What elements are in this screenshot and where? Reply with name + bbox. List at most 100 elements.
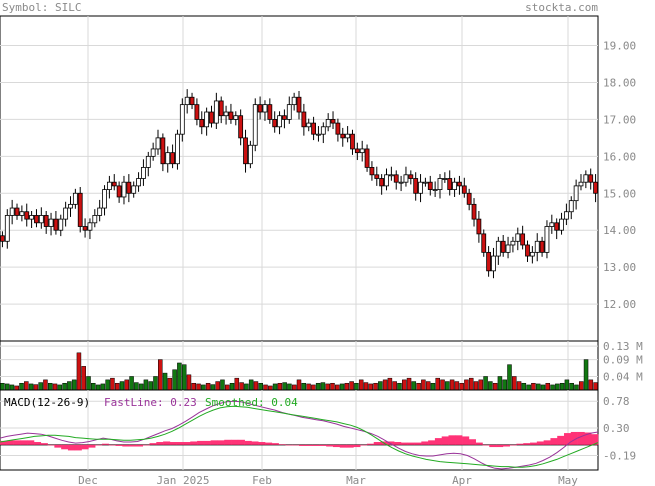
candle-body (170, 152, 175, 165)
macd-hist-bar (421, 441, 429, 445)
volume-bar (244, 383, 249, 391)
price-panel-frame (0, 15, 599, 342)
macd-hist-bar (360, 444, 368, 446)
candle-body (199, 119, 205, 128)
candle-body (398, 181, 404, 184)
volume-bar (143, 379, 149, 391)
volume-bar (397, 382, 402, 391)
candle-body (262, 104, 268, 113)
volume-bar (86, 376, 91, 391)
macd-tick-labels: 0.78 0.30 -0.19 (603, 395, 636, 462)
candle-body (106, 181, 112, 190)
volume-bar (124, 379, 130, 391)
macd-hist-bar (156, 442, 164, 445)
volume-bar (272, 383, 278, 391)
volume-bar (435, 377, 440, 391)
candle-body (257, 104, 263, 113)
candle-body (296, 96, 302, 113)
macd-hist-bar (67, 444, 76, 451)
macd-hist-bar (285, 444, 293, 446)
price-tick-label: 17.00 (603, 113, 636, 126)
candle-body (354, 148, 360, 154)
volume-bar (110, 377, 115, 391)
volume-bar (153, 376, 158, 391)
macd-hist-bar (27, 440, 35, 445)
candle-body (374, 174, 380, 179)
volume-bar (186, 374, 192, 391)
candle-body (102, 189, 107, 209)
candle-body (481, 233, 487, 253)
candle-body (447, 178, 453, 190)
candle-body (228, 111, 234, 120)
price-panel: 12.00 13.00 14.00 15.00 16.00 17.00 18.00 19.00 (0, 15, 636, 342)
candle-body (82, 226, 88, 231)
macd-hist-bar (434, 438, 443, 445)
macd-hist-bar (462, 436, 470, 445)
price-tick-label: 12.00 (603, 298, 636, 311)
macd-hist-bar (543, 440, 551, 445)
candle-body (432, 189, 438, 191)
macd-hist-bar (339, 444, 347, 448)
macd-hist-bar (305, 444, 313, 446)
macd-hist-bar (428, 440, 436, 445)
macd-hist-bar (482, 444, 490, 446)
candle-body (500, 240, 506, 253)
volume-bar (325, 383, 330, 391)
macd-hist-bar (441, 436, 449, 445)
macd-smoothed-line (0, 405, 599, 468)
volume-bar (492, 382, 498, 391)
volume-bar (378, 381, 383, 391)
macd-hist-bar (61, 444, 69, 450)
macd-hist-bar (326, 444, 334, 447)
candle-body (583, 174, 589, 183)
volume-bar (368, 383, 374, 391)
volume-bar (349, 381, 354, 391)
macd-hist-bar (88, 444, 96, 448)
volume-bar (445, 381, 450, 391)
candle-body (495, 240, 501, 257)
candle-body (14, 207, 20, 216)
candle-body (272, 119, 278, 128)
macd-hist-bar (557, 435, 565, 445)
macd-hist-bar (0, 440, 8, 445)
macd-hist-bar (292, 444, 300, 446)
candle-body (184, 96, 190, 106)
x-axis-label: Dec (78, 474, 98, 486)
macd-smoothed-label: Smoothed: 0.04 (205, 396, 298, 409)
candle-body (53, 218, 59, 231)
volume-bar (416, 382, 421, 391)
volume-bar (268, 385, 273, 391)
volume-bar (296, 379, 302, 391)
candle-body (194, 104, 200, 120)
volume-bar (502, 379, 507, 391)
volume-bar (28, 383, 34, 391)
volume-bar (91, 382, 96, 391)
volume-bar (14, 385, 19, 391)
volume-bar (574, 384, 579, 391)
candle-body (369, 167, 375, 176)
volume-bar (311, 384, 316, 391)
candle-body (43, 215, 49, 227)
candle-body (34, 215, 39, 224)
macd-hist-bar (129, 444, 137, 447)
macd-hist-bar (6, 440, 14, 445)
volume-bar (401, 379, 407, 391)
candle-body (92, 215, 98, 224)
candle-body (544, 226, 550, 253)
candle-body (213, 100, 219, 124)
candle-body (461, 185, 467, 194)
volume-bar (550, 384, 555, 391)
macd-hist-bar (319, 444, 327, 446)
volume-bar (282, 382, 287, 391)
volume-bar (210, 384, 216, 391)
volume-bar (315, 382, 321, 391)
volume-bar (339, 383, 345, 391)
macd-hist-bar (373, 442, 381, 445)
volume-bar (71, 379, 77, 391)
macd-histogram (0, 431, 599, 451)
volume-bar (138, 383, 144, 391)
macd-hist-bar (536, 441, 544, 445)
candle-body (38, 215, 44, 224)
macd-hist-bar (312, 444, 320, 446)
candle-body (476, 218, 482, 235)
